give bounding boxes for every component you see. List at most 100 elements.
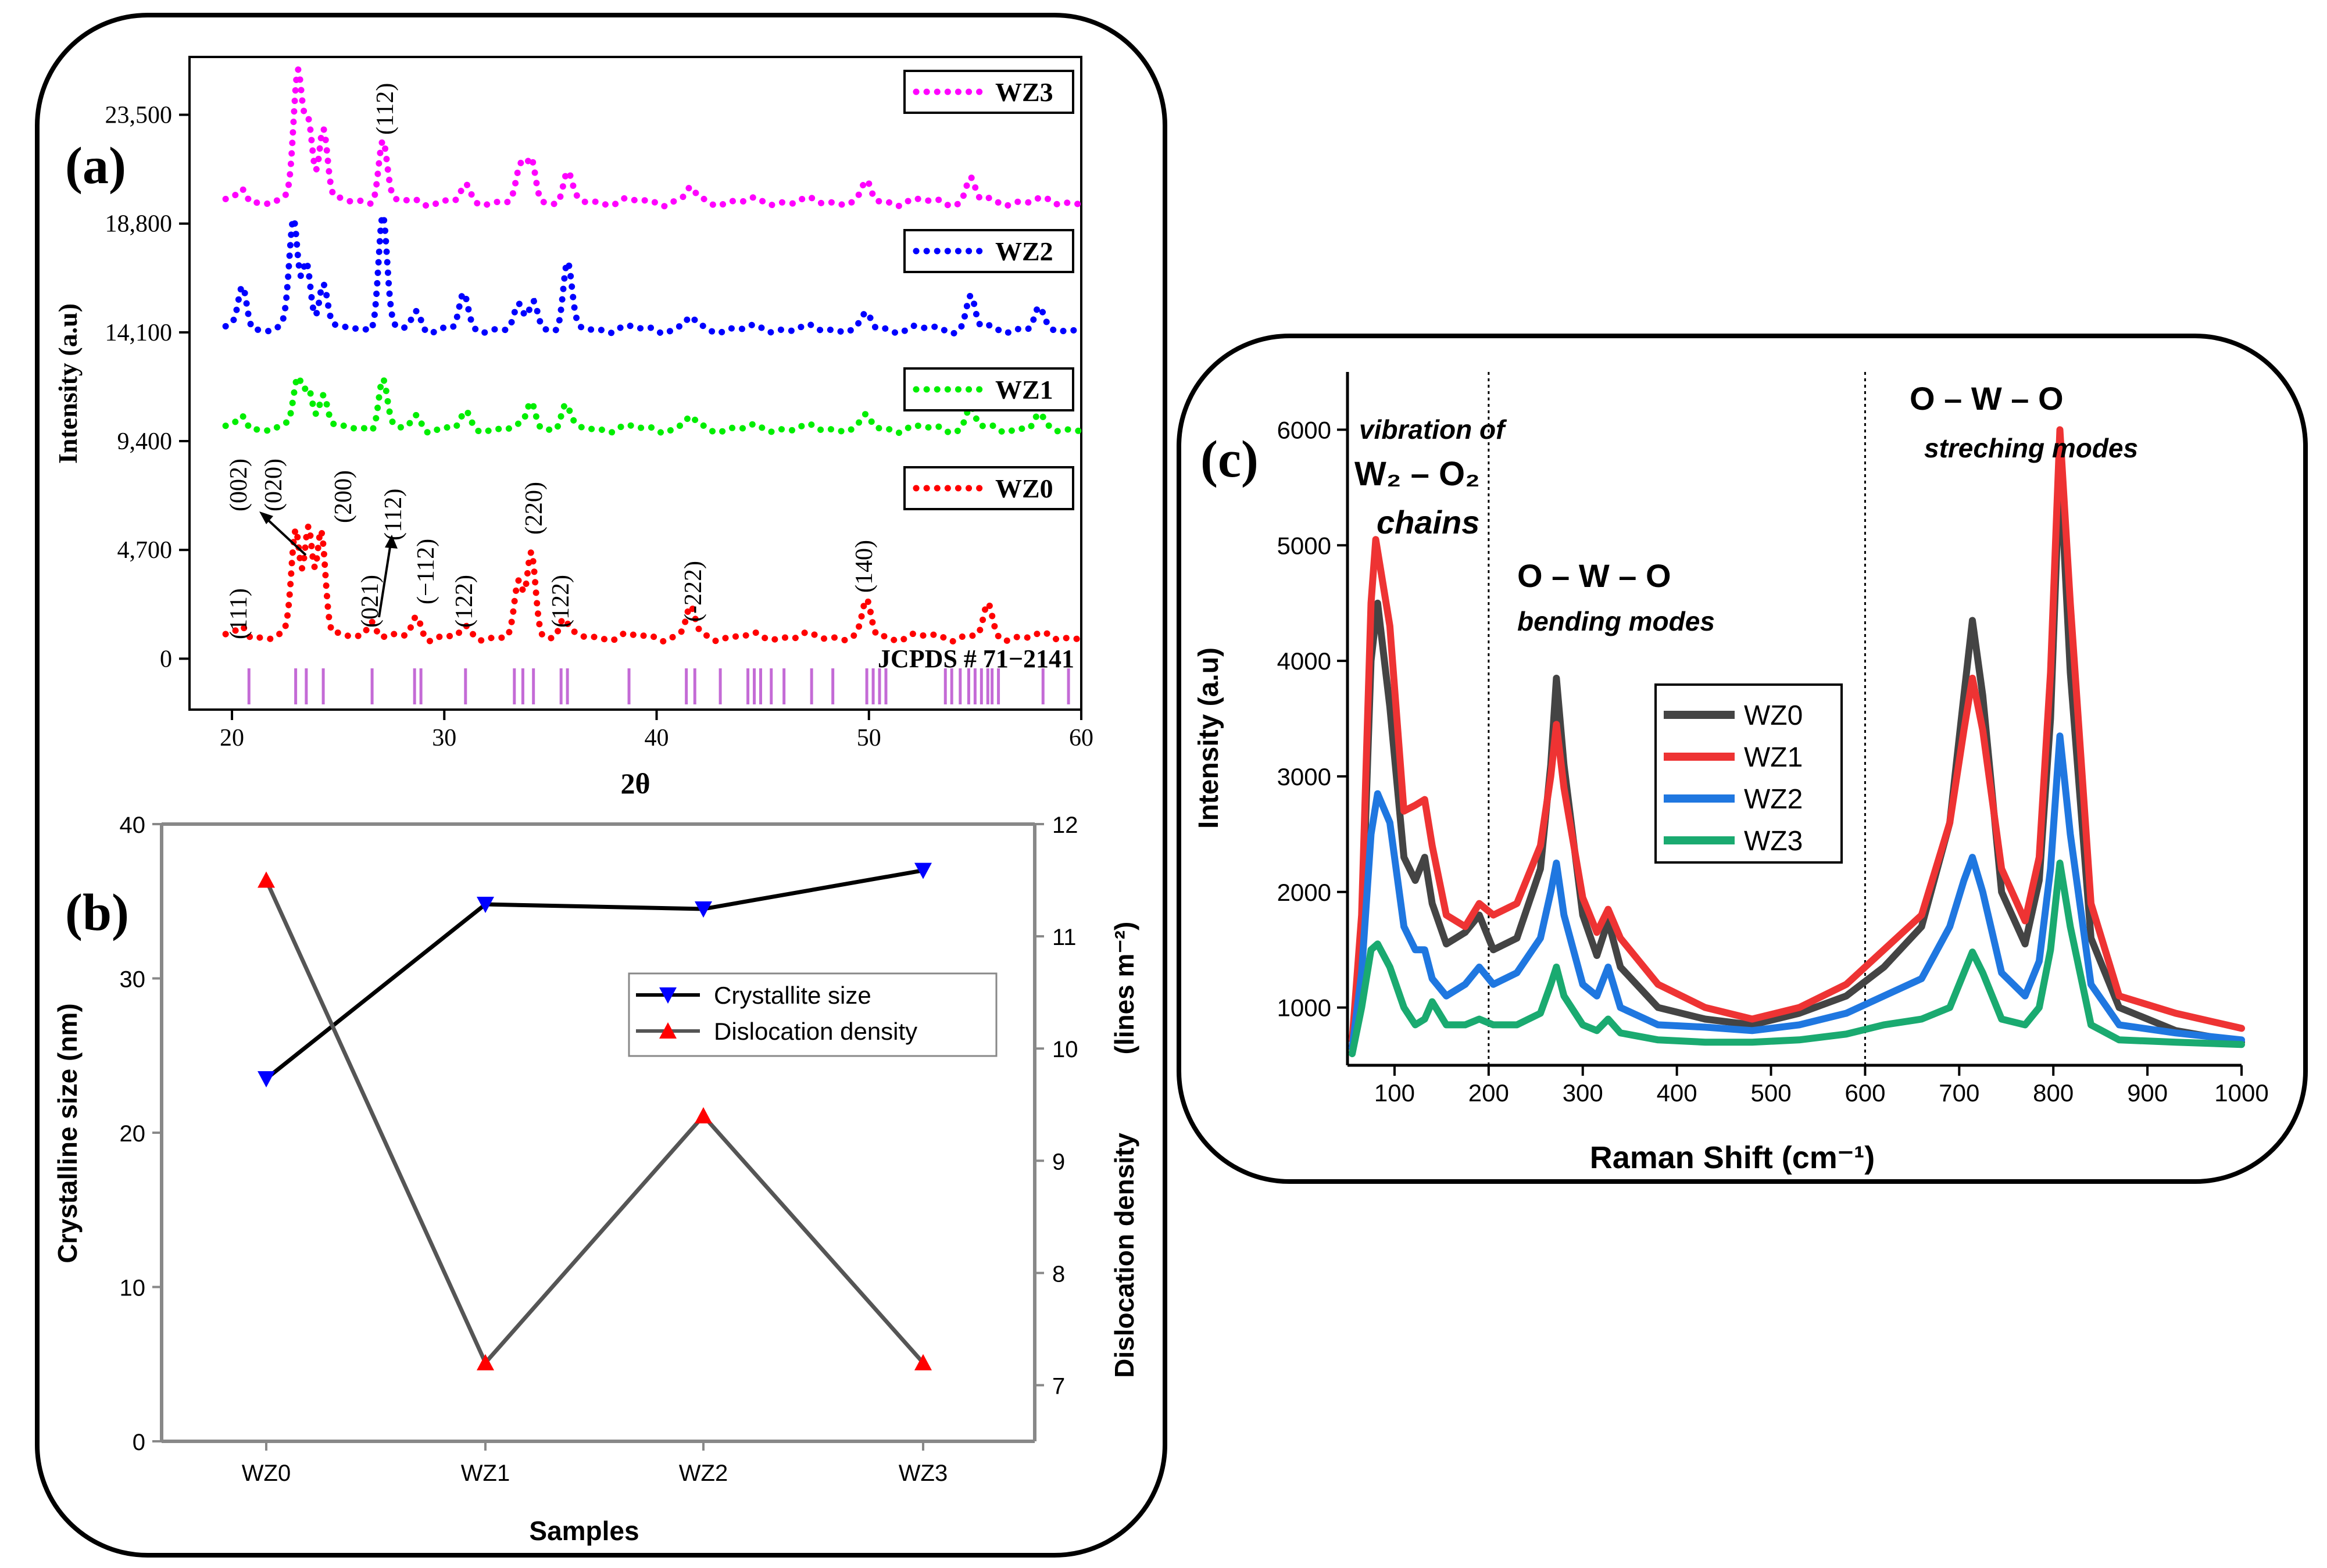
series	[258, 862, 932, 1370]
xrd-series	[222, 58, 1084, 645]
y-tick-label-23500: 23,500	[105, 102, 173, 129]
x-tick-label-60: 60	[1069, 725, 1093, 751]
right-tick-label-12: 12	[1052, 812, 1078, 838]
x-tick-label-700: 700	[1939, 1079, 1979, 1107]
series-wz2	[222, 210, 1084, 337]
left-tick-label-30: 30	[120, 967, 146, 993]
panel-a-plot-frame	[188, 56, 1082, 711]
panel-c-frame	[1177, 334, 2308, 1184]
arrowhead-002	[259, 511, 273, 524]
x-tick-label-20: 20	[220, 725, 244, 751]
peak-label-020: (020)	[260, 459, 287, 511]
legend-label-wz0: WZ0	[995, 474, 1053, 503]
series-wz0	[222, 515, 1084, 645]
vib-line1: vibration of	[1359, 414, 1507, 445]
str-sub: streching modes	[1924, 433, 2138, 463]
series-wz0	[1349, 461, 2245, 1046]
legend-label-wz1: WZ1	[995, 375, 1053, 404]
panel-ab-frame	[35, 13, 1167, 1558]
peak-annotations: (111) (002) (020) (200) (021) (112) (−11…	[226, 83, 878, 639]
series	[1349, 426, 2245, 1058]
peak-label-112: (112)	[380, 489, 407, 540]
series-wz1	[222, 371, 1084, 436]
legend: WZ0 WZ1 WZ2 WZ3	[1654, 683, 1843, 864]
legend-box-wz0	[903, 466, 1074, 510]
y-tick-label-0: 0	[160, 646, 172, 672]
right-tick-label-9: 9	[1052, 1149, 1065, 1175]
right-tick-label-7: 7	[1052, 1373, 1065, 1399]
line-dislocation-density	[264, 879, 925, 1367]
marker-dislocation-density-wz1	[477, 1354, 494, 1370]
series-wz3	[1349, 860, 2245, 1058]
legend-label-wz0: WZ0	[1744, 700, 1803, 731]
y-tick-label-6000: 6000	[1277, 416, 1331, 443]
marker-dislocation-density-wz0	[258, 871, 275, 888]
panel-b-ylabel-right-unit: (lines m⁻²)	[1109, 922, 1139, 1055]
x-tick-label-50: 50	[857, 725, 881, 751]
right-tick-label-10: 10	[1052, 1037, 1078, 1062]
left-tick-label-0: 0	[133, 1430, 145, 1455]
x-tick-label-200: 200	[1468, 1079, 1509, 1107]
marker-crystallite-size-wz0	[258, 1071, 275, 1088]
peak-label-021: (021)	[357, 575, 384, 628]
line-crystallite-size	[264, 868, 924, 1080]
panel-b-ylabel-right: Dislocation density	[1109, 1133, 1139, 1378]
y-tick-label-5000: 5000	[1277, 532, 1331, 559]
x-tick-label-wz3: WZ3	[899, 1460, 948, 1486]
reference-lines	[247, 668, 1070, 704]
peak-label-002: (002)	[226, 459, 252, 511]
bend-title: O – W – O	[1517, 557, 1671, 594]
legend-box-wz2	[903, 229, 1074, 273]
legend-box	[628, 972, 998, 1057]
peak-label-111: (111)	[226, 588, 252, 639]
panel-b-xlabel: Samples	[529, 1516, 639, 1546]
left-tick-label-10: 10	[120, 1276, 146, 1301]
legend-marker-crystallite-size	[659, 987, 677, 1004]
y-tick-label-3000: 3000	[1277, 763, 1331, 790]
series-wz2	[1349, 732, 2245, 1052]
right-tick-label-11: 11	[1052, 925, 1077, 950]
panel-c-label: (c)	[1200, 431, 1259, 488]
y-tick-label-9400: 9,400	[117, 428, 173, 455]
peak-label-220: (220)	[521, 482, 548, 535]
peak-label-140: (140)	[851, 540, 878, 593]
marker-crystallite-size-wz3	[914, 862, 932, 879]
panel-a-ylabel: Intensity (a.u)	[53, 303, 83, 464]
x-tick-label-500: 500	[1750, 1079, 1791, 1107]
reference-label: JCPDS # 71−2141	[878, 645, 1074, 673]
legend-label-wz2: WZ2	[995, 237, 1053, 266]
panel-a-xlabel: 2θ	[620, 767, 650, 800]
x-tick-label-1000: 1000	[2214, 1079, 2268, 1107]
arrowhead-112	[385, 535, 398, 549]
legend: WZ3 WZ2 WZ1 WZ0	[903, 70, 1074, 510]
x-ticks: 20 30 40 50 60	[220, 710, 1093, 751]
axes: 0 10 20 30 40 7 8 9 10 11 12 WZ0 WZ1 WZ2 WZ3	[120, 812, 1078, 1486]
legend: Crystallite size Dislocation density	[628, 972, 998, 1057]
panel-b-label: (b)	[65, 884, 129, 941]
legend-label-dislocation-density: Dislocation density	[714, 1018, 917, 1045]
y-tick-label-18800: 18,800	[105, 211, 173, 238]
x-tick-label-40: 40	[645, 725, 669, 751]
peak-label-122b: (122)	[548, 575, 574, 628]
raman-annotations: vibration of W₂ – O₂ chains O – W – O be…	[1354, 380, 2138, 636]
legend-label-wz3: WZ3	[1744, 826, 1803, 857]
panel-c-xlabel: Raman Shift (cm⁻¹)	[1590, 1140, 1875, 1175]
panel-c: 100 200 300 400 500 600 700 800 900 1000 1000 2000 3…	[1193, 372, 2269, 1175]
legend-label-wz1: WZ1	[1744, 742, 1803, 773]
vib-line2: W₂ – O₂	[1354, 455, 1480, 493]
y-tick-label-4700: 4,700	[117, 537, 173, 564]
x-tick-label-600: 600	[1845, 1079, 1885, 1107]
panel-a-label: (a)	[65, 137, 126, 195]
y-tick-label-14100: 14,100	[105, 320, 173, 346]
bend-sub: bending modes	[1517, 606, 1715, 636]
y-tick-label-4000: 4000	[1277, 647, 1331, 675]
vib-line3: chains	[1377, 504, 1479, 540]
x-tick-label-wz2: WZ2	[679, 1460, 728, 1486]
x-tick-label-900: 900	[2127, 1079, 2168, 1107]
legend-marker-dislocation-density	[659, 1022, 677, 1039]
marker-crystallite-size-wz1	[477, 897, 494, 914]
marker-dislocation-density-wz2	[695, 1107, 712, 1124]
legend-label-crystallite-size: Crystallite size	[714, 982, 871, 1009]
peak-label-m112: (−112)	[413, 539, 439, 604]
